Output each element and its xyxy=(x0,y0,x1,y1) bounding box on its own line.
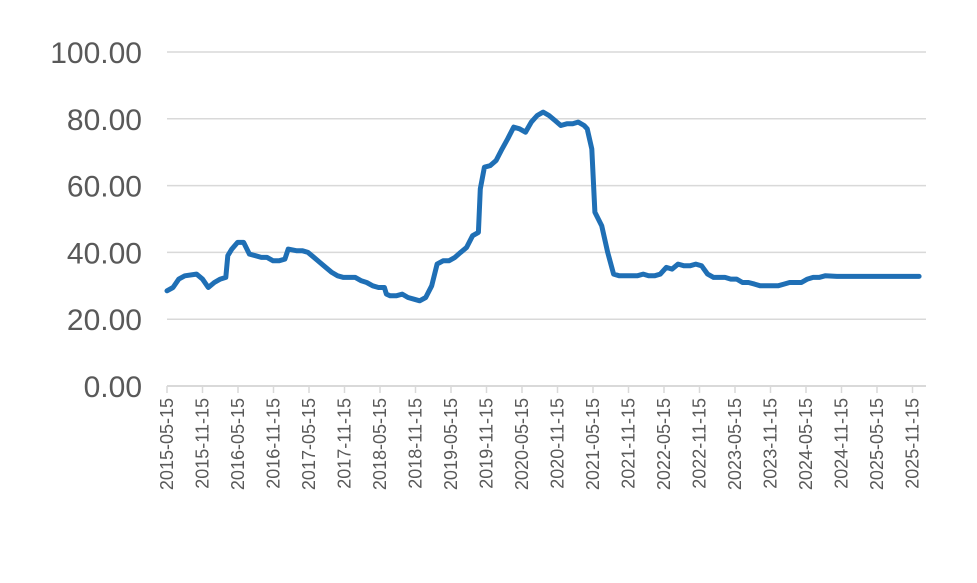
x-tick-label: 2017-05-15 xyxy=(299,398,319,490)
x-tick-label: 2015-05-15 xyxy=(157,398,177,490)
x-tick-label: 2025-05-15 xyxy=(867,398,887,490)
x-tick-label: 2019-11-15 xyxy=(477,398,497,489)
x-tick-label: 2020-05-15 xyxy=(512,398,532,490)
x-tick-label: 2018-05-15 xyxy=(370,398,390,490)
x-tick-label: 2015-11-15 xyxy=(193,398,213,489)
y-axis-tick-labels: 0.00 20.00 40.00 60.00 80.00 100.00 xyxy=(50,37,142,404)
x-tick-label: 2019-05-15 xyxy=(441,398,461,490)
x-tick-label: 2023-05-15 xyxy=(725,398,745,490)
y-tick-label: 20.00 xyxy=(67,304,142,337)
x-tick-label: 2022-05-15 xyxy=(654,398,674,490)
series-line xyxy=(164,109,922,304)
y-tick-label: 80.00 xyxy=(67,104,142,137)
x-tick-label: 2017-11-15 xyxy=(335,398,355,489)
x-tick-label: 2018-11-15 xyxy=(406,398,426,489)
x-tick-label: 2020-11-15 xyxy=(548,398,568,489)
x-tick-label: 2021-05-15 xyxy=(583,398,603,490)
x-axis-ticks: 2015-05-15 2015-11-15 2016-05-15 2016-11-15… xyxy=(157,386,923,490)
y-tick-label: 60.00 xyxy=(67,171,142,204)
y-tick-label: 40.00 xyxy=(67,237,142,270)
y-tick-label: 100.00 xyxy=(50,37,142,70)
x-tick-label: 2025-11-15 xyxy=(903,398,923,489)
x-tick-label: 2023-11-15 xyxy=(761,398,781,489)
x-tick-label: 2021-11-15 xyxy=(619,398,639,489)
y-tick-label: 0.00 xyxy=(84,371,142,404)
x-tick-label: 2022-11-15 xyxy=(690,398,710,489)
x-tick-label: 2024-05-15 xyxy=(796,398,816,490)
x-tick-label: 2016-05-15 xyxy=(228,398,248,490)
x-tick-label: 2016-11-15 xyxy=(264,398,284,489)
x-tick-label: 2024-11-15 xyxy=(832,398,852,489)
